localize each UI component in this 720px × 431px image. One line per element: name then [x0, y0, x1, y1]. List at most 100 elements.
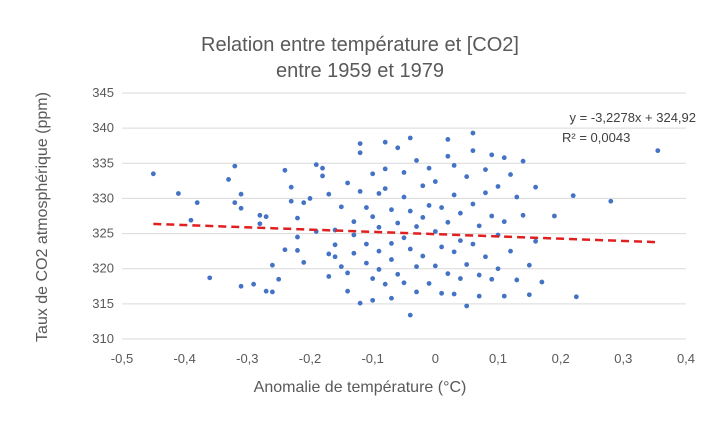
data-point [320, 165, 325, 171]
data-point [451, 291, 457, 297]
data-point [364, 241, 369, 247]
data-point [489, 276, 495, 282]
data-point [501, 155, 507, 161]
data-point [382, 166, 388, 172]
data-point [364, 205, 369, 210]
data-point [389, 207, 394, 213]
data-point [320, 173, 325, 179]
data-point [270, 262, 275, 268]
x-tick-label: 0,4 [677, 351, 695, 366]
data-point [520, 158, 526, 164]
x-tick-label: 0,3 [614, 351, 632, 366]
data-point [257, 212, 263, 218]
data-point [483, 167, 488, 173]
data-point [533, 184, 538, 190]
data-point [414, 158, 419, 163]
data-point [526, 292, 532, 298]
data-point [483, 254, 488, 260]
x-tick-label: -0,3 [236, 351, 258, 366]
data-point [263, 214, 269, 220]
x-axis-label: Anomalie de température (°C) [253, 379, 467, 396]
data-point [376, 267, 382, 272]
trendline [153, 222, 658, 244]
data-point [232, 200, 238, 206]
data-point [238, 191, 244, 197]
data-point [458, 210, 463, 216]
y-axis-label: Taux de CO2 atmosphérique (ppm) [34, 92, 51, 342]
x-tick-label: 0 [432, 351, 439, 366]
data-point [445, 136, 451, 142]
y-tick-label: 325 [92, 226, 114, 241]
x-tick-label: -0,2 [299, 351, 321, 366]
x-tick-label: -0,4 [173, 351, 195, 366]
data-point [501, 219, 507, 225]
data-point [451, 162, 457, 168]
data-point [376, 248, 382, 254]
data-point [257, 221, 263, 227]
trendline-equation: y = -3,2278x + 324,92 [569, 110, 696, 125]
data-point [382, 186, 388, 191]
data-point [495, 266, 501, 272]
data-point [426, 281, 432, 286]
data-point [432, 229, 438, 234]
data-point [276, 276, 282, 282]
data-point [407, 246, 413, 252]
data-point [414, 224, 419, 229]
x-tick-label: -0,1 [361, 351, 383, 366]
data-point [407, 135, 413, 141]
data-point [351, 232, 357, 238]
data-point [476, 272, 482, 278]
data-point [389, 257, 394, 262]
x-tick-label: 0,1 [489, 351, 507, 366]
data-point [295, 248, 300, 253]
data-point [295, 234, 300, 240]
data-point [470, 201, 476, 207]
data-point [470, 130, 476, 136]
data-point [270, 289, 275, 295]
data-point [407, 208, 413, 214]
data-point [313, 162, 319, 168]
data-point [295, 215, 300, 221]
data-point [301, 200, 307, 206]
data-point [401, 280, 407, 286]
data-point [420, 215, 426, 220]
data-point [326, 191, 332, 197]
data-point [376, 191, 382, 196]
data-point [526, 262, 532, 268]
y-tick-label: 345 [92, 85, 114, 100]
data-point [351, 219, 357, 225]
data-point [351, 250, 357, 256]
data-point [382, 281, 388, 287]
data-point [389, 295, 394, 301]
data-point [332, 254, 338, 260]
data-point [332, 242, 338, 248]
data-point [345, 270, 350, 276]
data-point [539, 279, 545, 285]
x-tick-label: 0,2 [552, 351, 570, 366]
data-point [357, 141, 363, 147]
data-point [489, 152, 495, 158]
data-point [476, 223, 482, 229]
data-point [345, 288, 350, 294]
data-point [426, 203, 432, 208]
data-point [288, 184, 294, 190]
data-point [445, 271, 451, 277]
data-point [458, 276, 463, 281]
data-point [401, 170, 407, 175]
data-point [570, 193, 576, 199]
data-point [439, 205, 444, 210]
data-point [432, 179, 438, 184]
y-tick-label: 335 [92, 155, 114, 170]
data-point [483, 190, 488, 196]
data-point [395, 220, 401, 226]
data-point [420, 253, 426, 259]
data-point [533, 238, 538, 244]
data-point [464, 174, 470, 180]
data-point [226, 177, 231, 182]
data-point [514, 277, 520, 283]
data-point [357, 189, 363, 194]
data-point [338, 264, 344, 270]
data-point [288, 198, 294, 204]
